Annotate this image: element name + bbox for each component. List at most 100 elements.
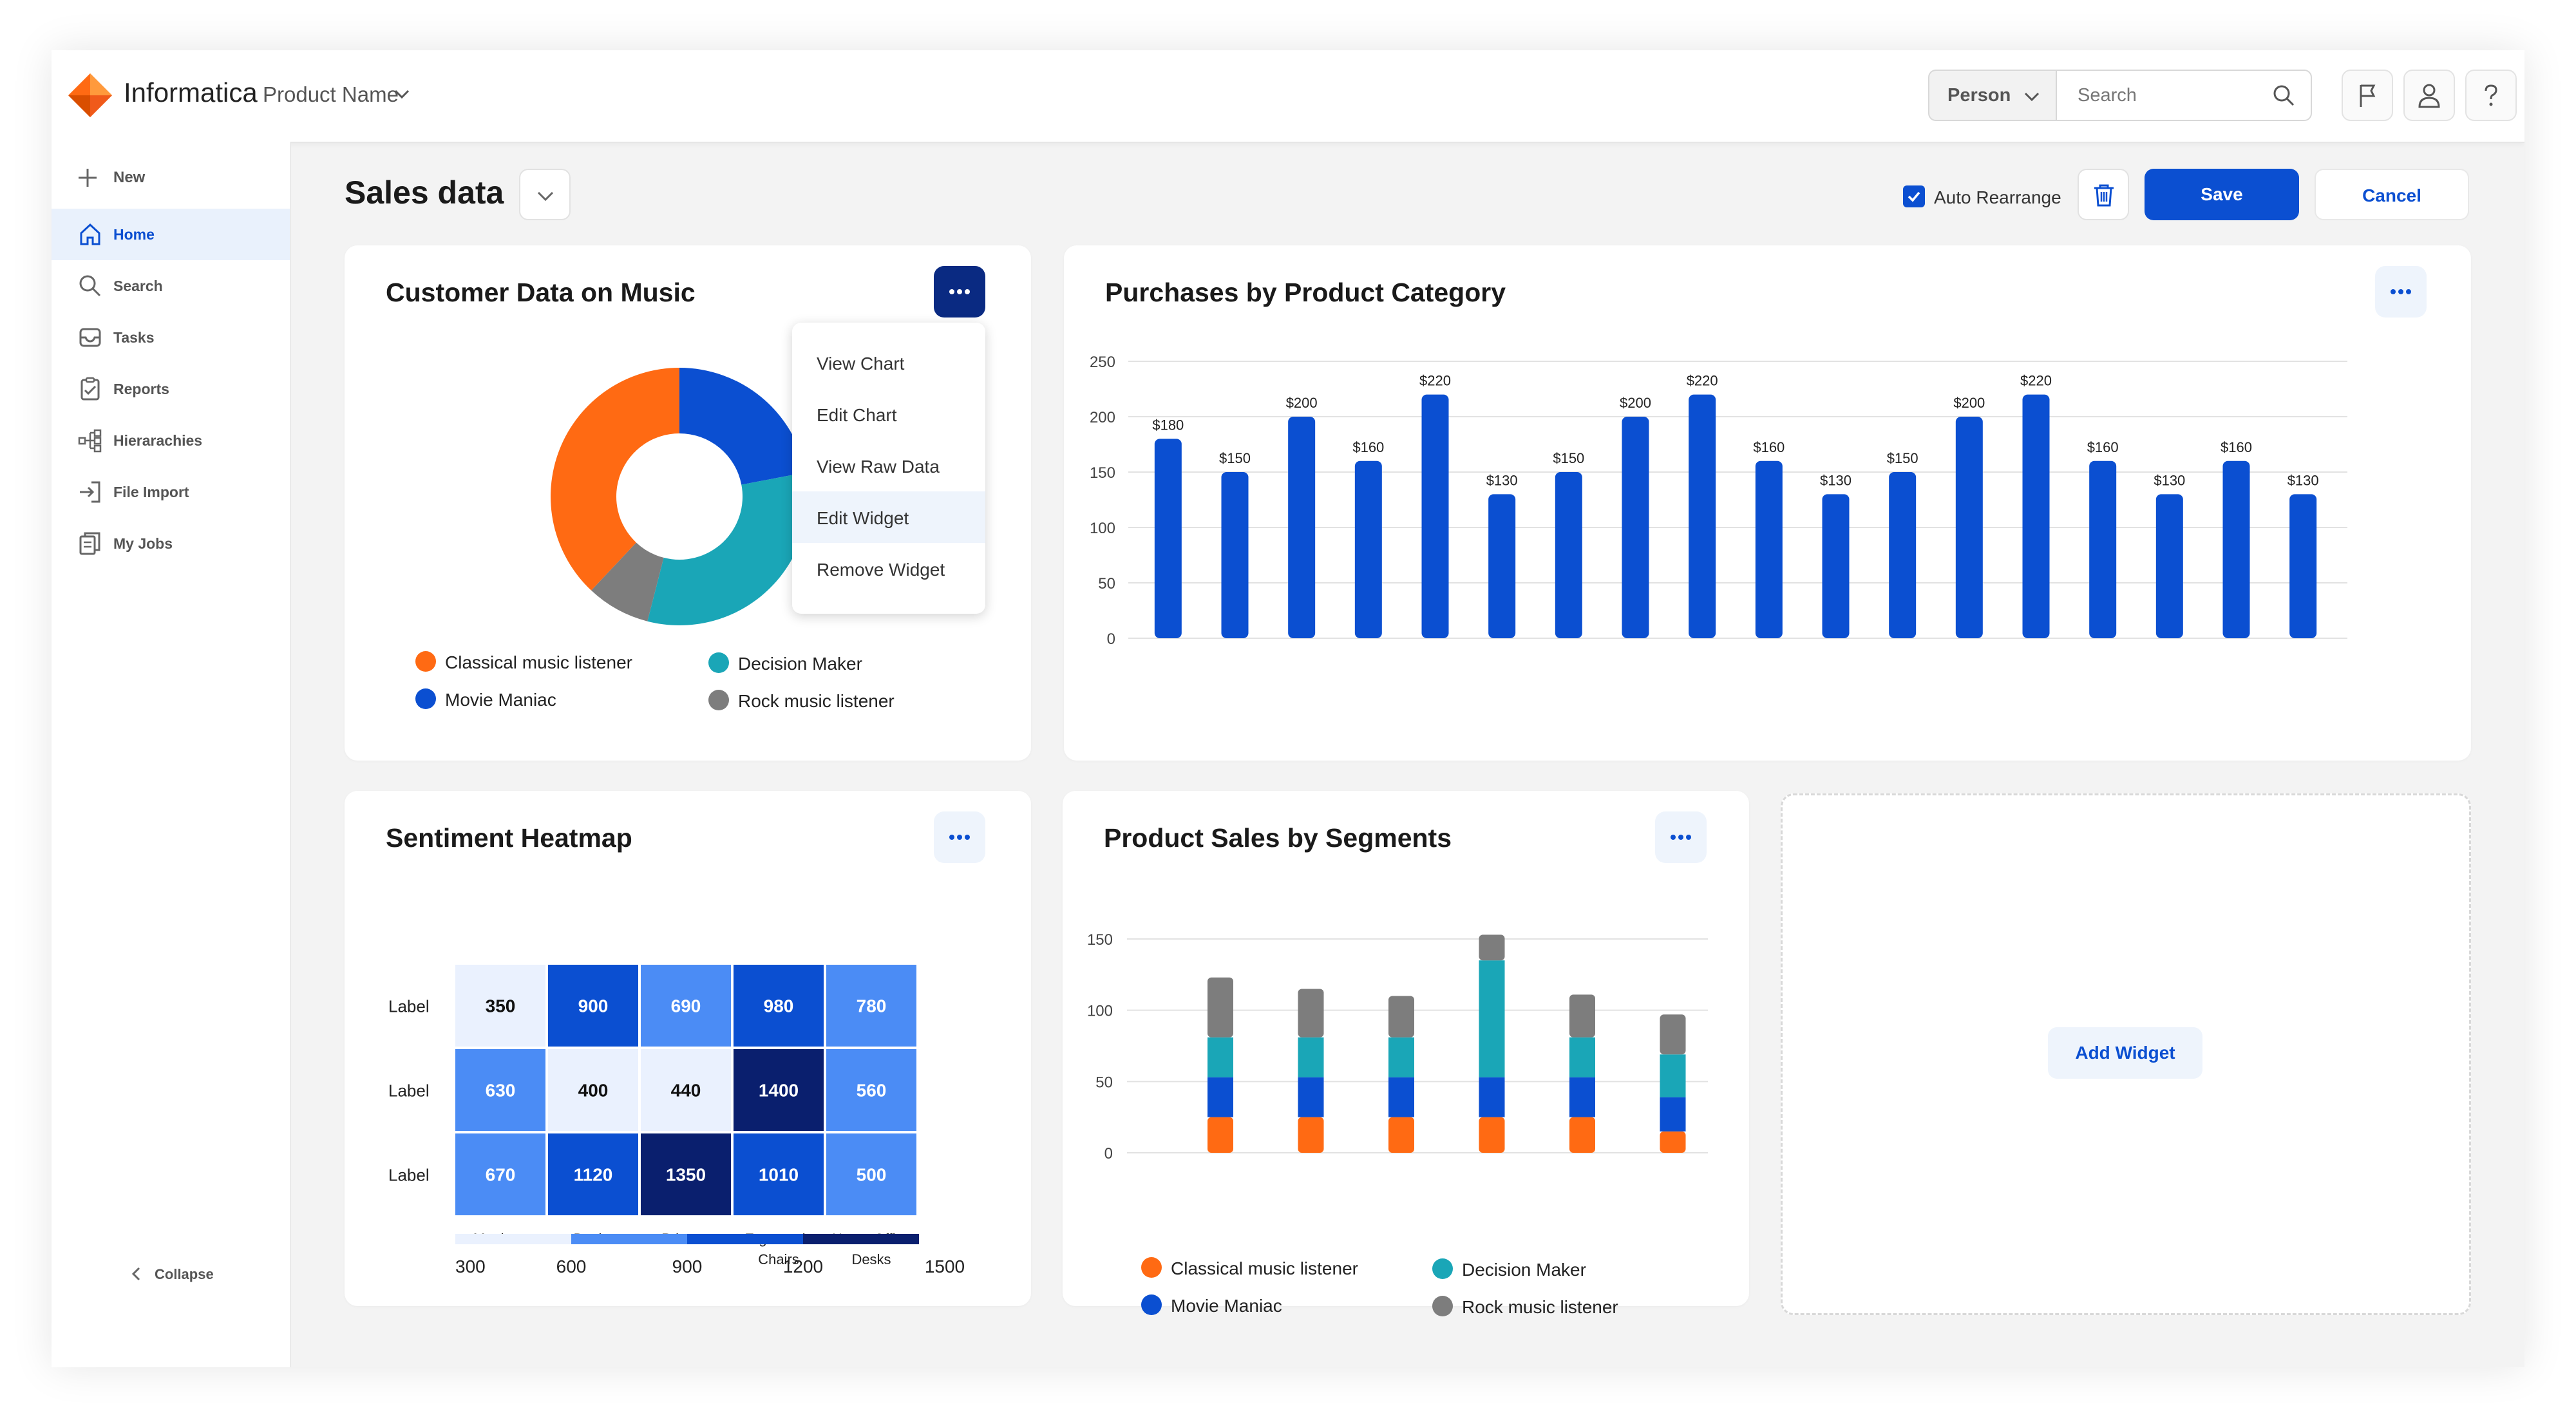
informatica-logo-icon[interactable]: [64, 70, 116, 121]
bar[interactable]: [2089, 460, 2117, 638]
help-button[interactable]: [2465, 70, 2517, 121]
stack-segment[interactable]: [1388, 1077, 1414, 1117]
stack-segment[interactable]: [1298, 989, 1324, 1038]
stack-segment[interactable]: [1569, 1037, 1595, 1077]
bar[interactable]: [1488, 494, 1516, 638]
bar[interactable]: [1354, 460, 1382, 638]
donut-slice[interactable]: [551, 368, 679, 591]
stack-segment[interactable]: [1569, 1117, 1595, 1153]
widget-menu-button[interactable]: [1655, 811, 1707, 863]
widget-menu-button[interactable]: [2375, 266, 2427, 318]
stack-segment[interactable]: [1208, 1037, 1233, 1077]
stack-segment[interactable]: [1298, 1117, 1324, 1153]
stack-segment[interactable]: [1208, 1117, 1233, 1153]
bar[interactable]: [1955, 417, 1983, 638]
search-input[interactable]: Search: [2056, 70, 2312, 121]
stack-segment[interactable]: [1388, 1037, 1414, 1077]
brand-name: Informatica: [124, 77, 258, 108]
stack-segment[interactable]: [1388, 1117, 1414, 1153]
search-icon[interactable]: [2271, 82, 2297, 108]
stack-segment[interactable]: [1298, 1037, 1324, 1077]
heatmap-cell[interactable]: [826, 1049, 916, 1131]
heatmap-cell[interactable]: [826, 965, 916, 1047]
stack-segment[interactable]: [1479, 934, 1505, 961]
menu-item-view-raw-data[interactable]: View Raw Data: [792, 440, 985, 491]
bar[interactable]: [2155, 494, 2183, 638]
heatmap-cell[interactable]: [455, 965, 545, 1047]
stack-segment[interactable]: [1660, 1014, 1686, 1055]
heatmap-cell[interactable]: [734, 1049, 824, 1131]
sidebar-item-my-jobs[interactable]: My Jobs: [52, 518, 290, 569]
heatmap-cell[interactable]: [641, 1133, 731, 1215]
stack-segment[interactable]: [1660, 1054, 1686, 1097]
bar[interactable]: [2289, 494, 2317, 638]
bar[interactable]: [1221, 472, 1249, 638]
stack-segment[interactable]: [1208, 977, 1233, 1038]
donut-slice[interactable]: [591, 542, 664, 621]
auto-rearrange-label: Auto Rearrange: [1934, 187, 2061, 207]
user-profile-button[interactable]: [2403, 70, 2455, 121]
bar[interactable]: [1822, 494, 1850, 638]
heatmap-cell[interactable]: [641, 1049, 731, 1131]
bar[interactable]: [1889, 472, 1917, 638]
heatmap-cell[interactable]: [548, 1133, 638, 1215]
sidebar-item-tasks[interactable]: Tasks: [52, 312, 290, 363]
add-widget-placeholder: Add Widget: [1781, 793, 2471, 1315]
bar[interactable]: [1154, 439, 1182, 638]
stack-segment[interactable]: [1479, 960, 1505, 1077]
bar[interactable]: [1755, 460, 1783, 638]
bar[interactable]: [1622, 417, 1649, 638]
plus-icon: [79, 169, 97, 187]
stack-segment[interactable]: [1298, 1077, 1324, 1117]
donut-slice[interactable]: [679, 368, 806, 485]
menu-item-view-chart[interactable]: View Chart: [792, 337, 985, 388]
title-dropdown-button[interactable]: [519, 169, 571, 220]
menu-item-edit-widget[interactable]: Edit Widget: [792, 491, 985, 543]
scale-band: [687, 1234, 803, 1244]
heatmap-cell[interactable]: [455, 1049, 545, 1131]
stack-segment[interactable]: [1660, 1097, 1686, 1132]
bar[interactable]: [1421, 394, 1449, 638]
stack-segment[interactable]: [1660, 1131, 1686, 1153]
widget-menu-button[interactable]: [934, 811, 985, 863]
auto-rearrange-checkbox[interactable]: [1903, 185, 1925, 207]
person-select[interactable]: Person: [1928, 70, 2057, 121]
menu-item-edit-chart[interactable]: Edit Chart: [792, 388, 985, 440]
heatmap-cell[interactable]: [548, 1049, 638, 1131]
legend-dot: [708, 690, 729, 710]
sidebar-item-hierarchies[interactable]: Hierarachies: [52, 415, 290, 466]
bar[interactable]: [1689, 394, 1716, 638]
chevron-down-icon[interactable]: [393, 86, 411, 102]
delete-button[interactable]: [2078, 169, 2129, 220]
flag-button[interactable]: [2342, 70, 2393, 121]
bar[interactable]: [2222, 460, 2250, 638]
product-name[interactable]: Product Name: [263, 82, 399, 106]
heatmap-cell[interactable]: [734, 965, 824, 1047]
bar[interactable]: [2022, 394, 2050, 638]
stack-segment[interactable]: [1569, 994, 1595, 1038]
heatmap-cell[interactable]: [548, 965, 638, 1047]
bar[interactable]: [1555, 472, 1582, 638]
heatmap-row-label: Label: [388, 1081, 430, 1101]
sidebar-item-home[interactable]: Home: [52, 209, 290, 260]
menu-item-remove-widget[interactable]: Remove Widget: [792, 543, 985, 594]
stack-segment[interactable]: [1388, 996, 1414, 1038]
donut-slice[interactable]: [647, 472, 808, 625]
heatmap-cell[interactable]: [641, 965, 731, 1047]
sidebar-item-file-import[interactable]: File Import: [52, 466, 290, 518]
save-button[interactable]: Save: [2145, 169, 2299, 220]
add-widget-button[interactable]: Add Widget: [2048, 1027, 2202, 1079]
stack-segment[interactable]: [1208, 1077, 1233, 1117]
stack-segment[interactable]: [1479, 1117, 1505, 1153]
heatmap-cell[interactable]: [826, 1133, 916, 1215]
stack-segment[interactable]: [1479, 1077, 1505, 1117]
bar-value-label: $160: [1352, 439, 1384, 455]
sidebar-item-reports[interactable]: Reports: [52, 363, 290, 415]
heatmap-cell[interactable]: [734, 1133, 824, 1215]
widget-menu-button[interactable]: [934, 266, 985, 318]
sidebar-item-search[interactable]: Search: [52, 260, 290, 312]
stack-segment[interactable]: [1569, 1077, 1595, 1117]
cancel-button[interactable]: Cancel: [2315, 169, 2469, 220]
bar[interactable]: [1288, 417, 1316, 638]
heatmap-cell[interactable]: [455, 1133, 545, 1215]
